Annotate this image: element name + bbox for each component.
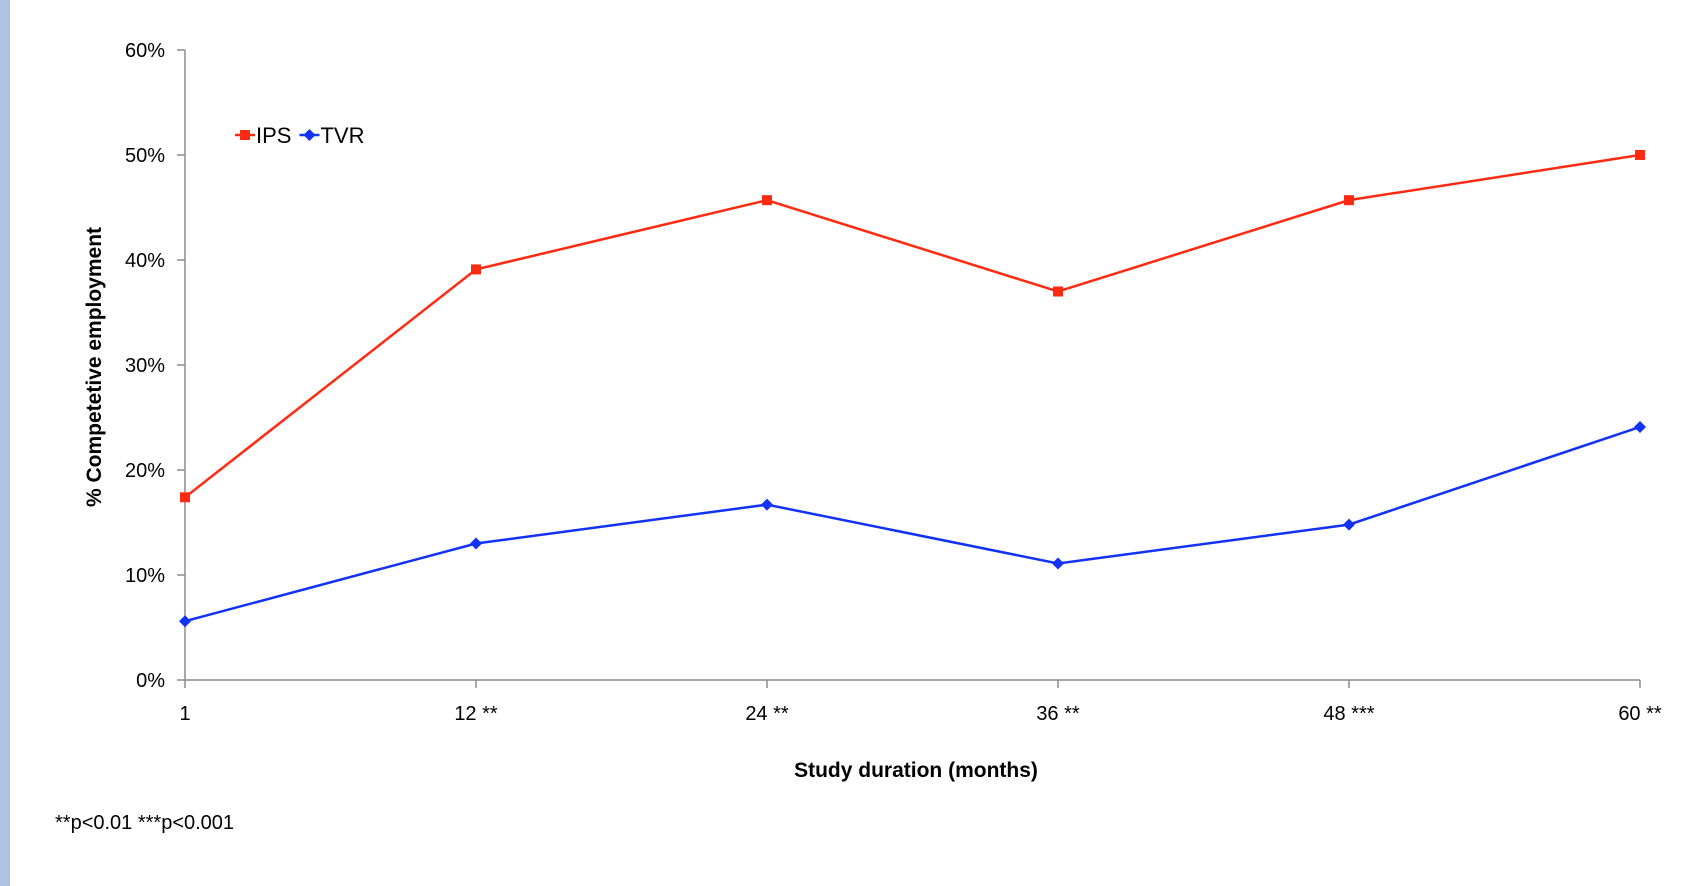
x-tick-label: 1 bbox=[179, 703, 190, 725]
data-point-tvr bbox=[470, 537, 482, 550]
data-point-tvr bbox=[1343, 518, 1355, 531]
x-tick-label: 12 ** bbox=[454, 703, 498, 725]
data-point-ips bbox=[762, 195, 772, 206]
legend-label: TVR bbox=[320, 123, 364, 148]
series-line-ips bbox=[184, 153, 1641, 499]
data-point-ips bbox=[1053, 286, 1063, 297]
data-point-tvr bbox=[179, 615, 191, 628]
y-tick-label: 40% bbox=[125, 250, 165, 272]
legend-label: IPS bbox=[256, 123, 291, 148]
x-tick-label: 36 ** bbox=[1036, 703, 1080, 725]
legend-marker bbox=[240, 130, 250, 140]
y-tick-label: 0% bbox=[136, 670, 165, 692]
data-point-ips bbox=[1635, 150, 1645, 160]
x-axis: 1 12 ** 24 ** 36 ** 48 *** 60 ** bbox=[179, 679, 1662, 725]
legend-item-tvr: TVR bbox=[299, 123, 364, 148]
significance-footnote: **p<0.01 ***p<0.001 bbox=[55, 812, 234, 834]
legend-item-ips: IPS bbox=[235, 123, 291, 148]
data-point-tvr bbox=[761, 498, 773, 511]
data-point-tvr bbox=[1634, 420, 1646, 433]
legend: IPS TVR bbox=[235, 123, 364, 148]
series-tvr bbox=[179, 420, 1646, 628]
data-point-ips bbox=[180, 492, 190, 503]
y-tick-label: 60% bbox=[125, 40, 165, 62]
y-tick-label: 30% bbox=[125, 355, 165, 377]
series-layer bbox=[179, 150, 1646, 628]
x-tick-label: 24 ** bbox=[745, 703, 789, 725]
y-tick-label: 20% bbox=[125, 460, 165, 482]
chart-panel bbox=[10, 0, 1685, 886]
y-tick-label: 50% bbox=[125, 145, 165, 167]
x-tick-label: 60 ** bbox=[1618, 703, 1662, 725]
x-tick-label: 48 *** bbox=[1323, 703, 1374, 725]
y-axis: 0% 10% 20% 30% 40% 50% 60% bbox=[125, 40, 186, 692]
series-ips bbox=[180, 150, 1645, 503]
y-tick-label: 10% bbox=[125, 565, 165, 587]
data-point-tvr bbox=[1052, 557, 1064, 570]
data-point-ips bbox=[471, 264, 481, 275]
series-line-tvr bbox=[184, 425, 1641, 623]
legend-marker bbox=[303, 129, 316, 141]
data-point-ips bbox=[1344, 195, 1354, 206]
y-axis-title: % Competetive employment bbox=[83, 227, 106, 507]
x-axis-title: Study duration (months) bbox=[794, 759, 1038, 782]
